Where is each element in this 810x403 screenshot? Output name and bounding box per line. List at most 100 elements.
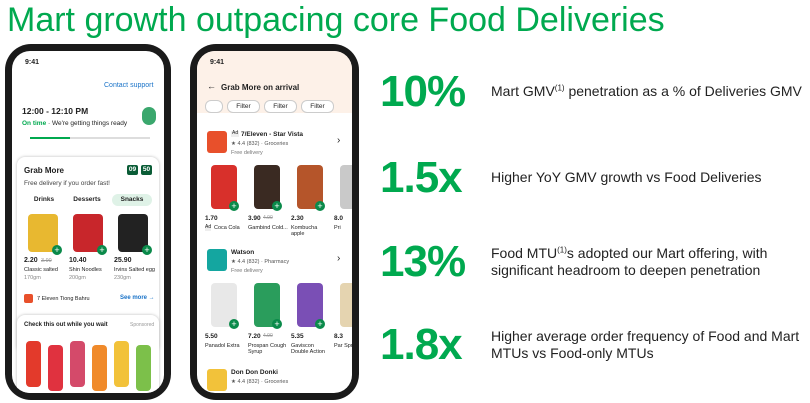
filter-pill: Filter <box>227 100 260 113</box>
item-price: 2.30 <box>291 215 304 222</box>
stat-figure: 1.8x <box>380 320 463 369</box>
item-price: 5.50 <box>205 333 218 340</box>
item-name: Kombucha apple <box>291 225 318 238</box>
ad-badge: Ad <box>231 130 240 137</box>
product-name: Classic salted <box>24 267 58 273</box>
item-price: 3.90 <box>248 215 261 222</box>
item-name: Gaviscon Double Action <box>291 343 325 356</box>
store-rating: ★ 4.4 (832) · Groceries <box>231 379 289 385</box>
card-title: Grab More <box>24 166 65 175</box>
stat-figure: 13% <box>380 237 466 286</box>
chevron: › <box>337 253 341 264</box>
progress-bar <box>30 137 70 139</box>
description-text: Higher average order frequency of Food a… <box>491 327 800 362</box>
product-size: 230gm <box>114 275 131 281</box>
description-text: penetration as a % of Deliveries GMV <box>564 83 802 99</box>
promo-bottle <box>48 345 63 391</box>
item-price: 1.70 <box>205 215 218 222</box>
slide-title: Mart growth outpacing core Food Deliveri… <box>7 1 665 39</box>
add-button: + <box>315 201 325 211</box>
add-button: + <box>272 319 282 329</box>
item-price: 5.35 <box>291 333 304 340</box>
promo-bottle <box>92 345 107 391</box>
stat-description: Higher YoY GMV growth vs Food Deliveries <box>491 169 807 187</box>
old-price: 3.90 <box>41 258 52 264</box>
store-name: Don Don Donki <box>231 369 278 376</box>
promo-title: Check this out while you wait <box>24 322 108 328</box>
add-button: + <box>142 245 152 255</box>
back-arrow: ← <box>207 81 216 91</box>
product-size: 200gm <box>69 275 86 281</box>
item-name: Par Spr <box>334 343 352 349</box>
filter-pill: Filter <box>264 100 297 113</box>
chevron: › <box>337 135 341 146</box>
product-name: Shin Noodles <box>69 267 102 273</box>
store-logo <box>207 131 227 153</box>
old-price: 4.90 <box>263 333 273 339</box>
item-name: Pri <box>334 225 341 231</box>
status-on-time: On time <box>22 120 47 127</box>
store-name: 7 Eleven Tiong Bahru <box>37 296 90 302</box>
add-button: + <box>315 319 325 329</box>
status-time: 9:41 <box>210 59 225 66</box>
item-name: Prospan Cough Syrup <box>248 343 287 356</box>
header-title: Grab More on arrival <box>221 83 300 92</box>
promo-bottle <box>114 341 129 387</box>
stat-description: Mart GMV(1) penetration as a % of Delive… <box>491 83 807 101</box>
store-delivery: Free delivery <box>231 268 263 274</box>
stat-figure: 1.5x <box>380 153 463 202</box>
product-price: 25.90 <box>114 257 132 264</box>
product-size: 170gm <box>24 275 41 281</box>
promo-bottle <box>136 345 151 391</box>
status-time: 9:41 <box>25 59 40 66</box>
timer-box: 50 <box>141 165 152 175</box>
stat-description: Food MTU(1)s adopted our Mart offering, … <box>491 245 807 280</box>
superscript: (1) <box>557 244 567 254</box>
item-name: Panadol Extra <box>205 343 240 349</box>
product-name: Irvins Salted egg <box>114 267 155 273</box>
item-name: Coca Cola <box>214 225 240 231</box>
store-logo <box>24 294 33 303</box>
promo-tag: Sponsored <box>130 322 155 328</box>
phone-frame: 9:41 Contact support 12:00 - 12:10 PM On ti… <box>5 44 171 400</box>
tab: Snacks <box>112 194 152 206</box>
status-text: · We're getting things ready <box>48 120 128 127</box>
superscript: (1) <box>554 83 565 93</box>
product-price: 10.40 <box>69 257 87 264</box>
filter-icon <box>205 100 223 113</box>
item-image <box>340 165 352 209</box>
promo-bottle <box>70 341 85 387</box>
stat-figure: 10% <box>380 67 466 116</box>
tab: Drinks <box>33 196 55 203</box>
add-button: + <box>272 201 282 211</box>
rider-icon <box>142 107 156 125</box>
card-subtitle: Free delivery if you order fast! <box>24 180 110 187</box>
description-text: Mart GMV <box>491 83 555 99</box>
phone-frame: 9:41 ← Grab More on arrival Filter Filter Fil… <box>190 44 359 400</box>
phone-screen: 9:41 ← Grab More on arrival Filter Filter Fil… <box>197 51 352 393</box>
description-text: Food MTU <box>491 244 558 261</box>
ad-badge: Ad <box>205 224 212 231</box>
stat-description: Higher average order frequency of Food a… <box>491 328 807 363</box>
add-button: + <box>229 201 239 211</box>
add-button: + <box>97 245 107 255</box>
progress-bar <box>70 137 150 139</box>
item-image <box>340 283 352 327</box>
item-price: 8.3 <box>334 333 344 340</box>
description-text: Higher YoY GMV growth vs Food Deliveries <box>491 169 762 185</box>
store-delivery: Free delivery <box>231 150 263 156</box>
item-name: Gambind Cold... <box>248 225 288 231</box>
contact-link: Contact support <box>104 82 154 89</box>
promo-bottle <box>26 341 41 387</box>
product-price: 2.20 <box>24 257 38 264</box>
old-price: 4.90 <box>263 215 273 221</box>
store-rating: ★ 4.4 (832) · Pharmacy <box>231 259 290 265</box>
filter-pill: Filter <box>301 100 334 113</box>
see-more: See more → <box>120 295 155 301</box>
store-name: 7/Eleven - Star Vista <box>241 131 304 138</box>
timer-box: 09 <box>127 165 138 175</box>
item-price: 8.0 <box>334 215 344 222</box>
store-logo <box>207 249 227 271</box>
add-button: + <box>52 245 62 255</box>
